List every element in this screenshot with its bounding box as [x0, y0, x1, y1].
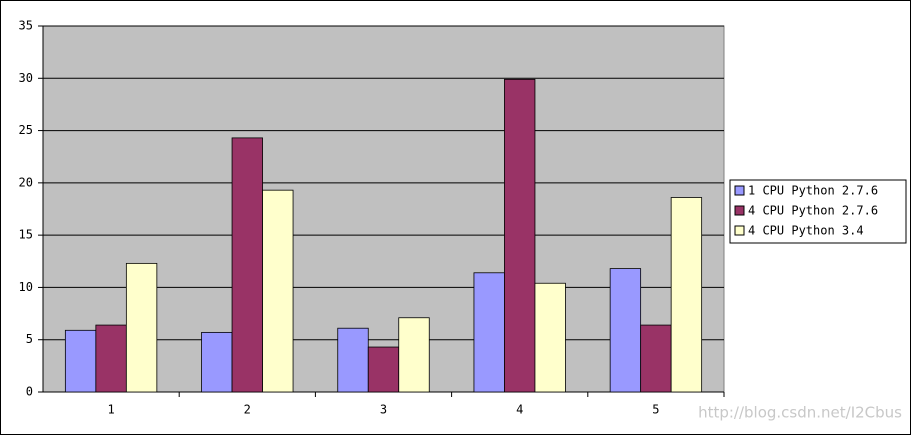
legend-swatch [734, 205, 745, 216]
legend-label: 4 CPU Python 2.7.6 [748, 204, 878, 218]
x-tick-label: 5 [652, 403, 659, 417]
x-tick-label: 1 [107, 403, 114, 417]
y-tick-label: 20 [19, 175, 33, 189]
bar [609, 268, 642, 393]
y-tick-label: 35 [19, 19, 33, 33]
bar [504, 78, 536, 393]
bar [262, 189, 294, 393]
bar [367, 346, 400, 393]
bar [64, 329, 97, 393]
y-tick-label: 15 [19, 228, 33, 242]
bar [670, 197, 703, 393]
x-tick-label: 3 [380, 403, 387, 417]
bar [398, 317, 430, 393]
bar [640, 324, 672, 393]
bar [201, 331, 233, 393]
y-tick-label: 30 [19, 71, 33, 85]
legend-label: 4 CPU Python 3.4 [748, 224, 864, 238]
y-tick-label: 0 [26, 385, 33, 399]
legend-label: 1 CPU Python 2.7.6 [748, 184, 878, 198]
bar [95, 324, 127, 393]
bar [534, 282, 566, 393]
y-tick-label: 25 [19, 123, 33, 137]
bar [231, 137, 263, 393]
legend-swatch [734, 225, 745, 236]
watermark: http://blog.csdn.net/I2Cbus [698, 404, 902, 422]
y-tick-label: 5 [26, 332, 33, 346]
bar [337, 327, 369, 393]
legend-box [729, 179, 907, 244]
bar [125, 262, 158, 393]
y-tick-label: 10 [19, 280, 33, 294]
bar [473, 272, 505, 393]
x-tick-label: 4 [516, 403, 523, 417]
legend-swatch [734, 185, 745, 196]
x-tick-label: 2 [244, 403, 251, 417]
